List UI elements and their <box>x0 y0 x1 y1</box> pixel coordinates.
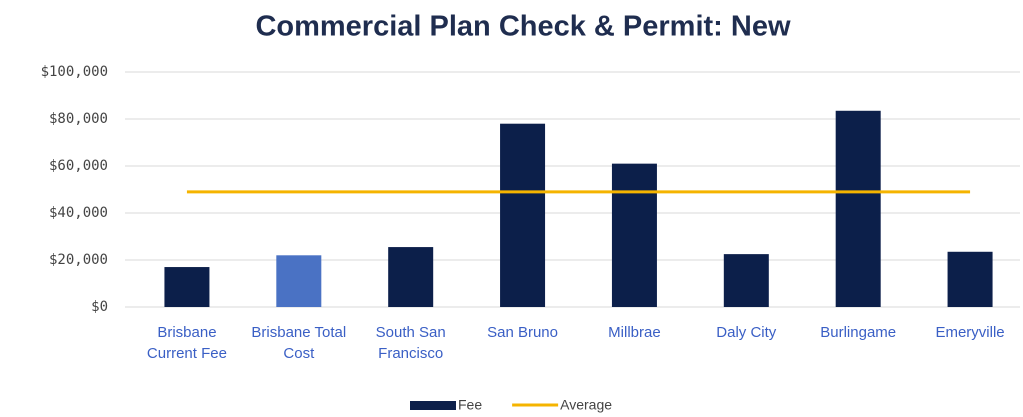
bar <box>835 110 881 308</box>
legend-label: Fee <box>458 397 482 413</box>
x-tick-label: Brisbane Current Fee <box>146 324 227 362</box>
x-tick-label: San Bruno <box>487 324 558 341</box>
x-tick-label: South San Francisco <box>375 324 446 362</box>
bar <box>388 247 434 307</box>
x-tick-label: Daly City <box>716 324 777 341</box>
y-tick-label: $20,000 <box>49 252 108 268</box>
x-tick-label: Burlingame <box>820 324 897 341</box>
bar <box>500 123 546 307</box>
x-tick-label: Emeryville <box>935 324 1005 341</box>
x-tick-label: Brisbane Total Cost <box>251 324 347 362</box>
chart-title: Commercial Plan Check & Permit: New <box>255 11 791 43</box>
legend-swatch <box>410 401 456 410</box>
bar <box>611 163 657 307</box>
bar <box>164 267 210 307</box>
y-tick-label: $0 <box>91 299 108 315</box>
y-tick-label: $100,000 <box>41 64 108 80</box>
y-tick-label: $80,000 <box>49 111 108 127</box>
bar <box>947 251 993 307</box>
bar <box>723 254 769 307</box>
legend-label: Average <box>560 397 612 413</box>
y-tick-label: $60,000 <box>49 158 108 174</box>
y-tick-label: $40,000 <box>49 205 108 221</box>
bar <box>276 255 322 307</box>
x-tick-label: Millbrae <box>608 324 661 341</box>
